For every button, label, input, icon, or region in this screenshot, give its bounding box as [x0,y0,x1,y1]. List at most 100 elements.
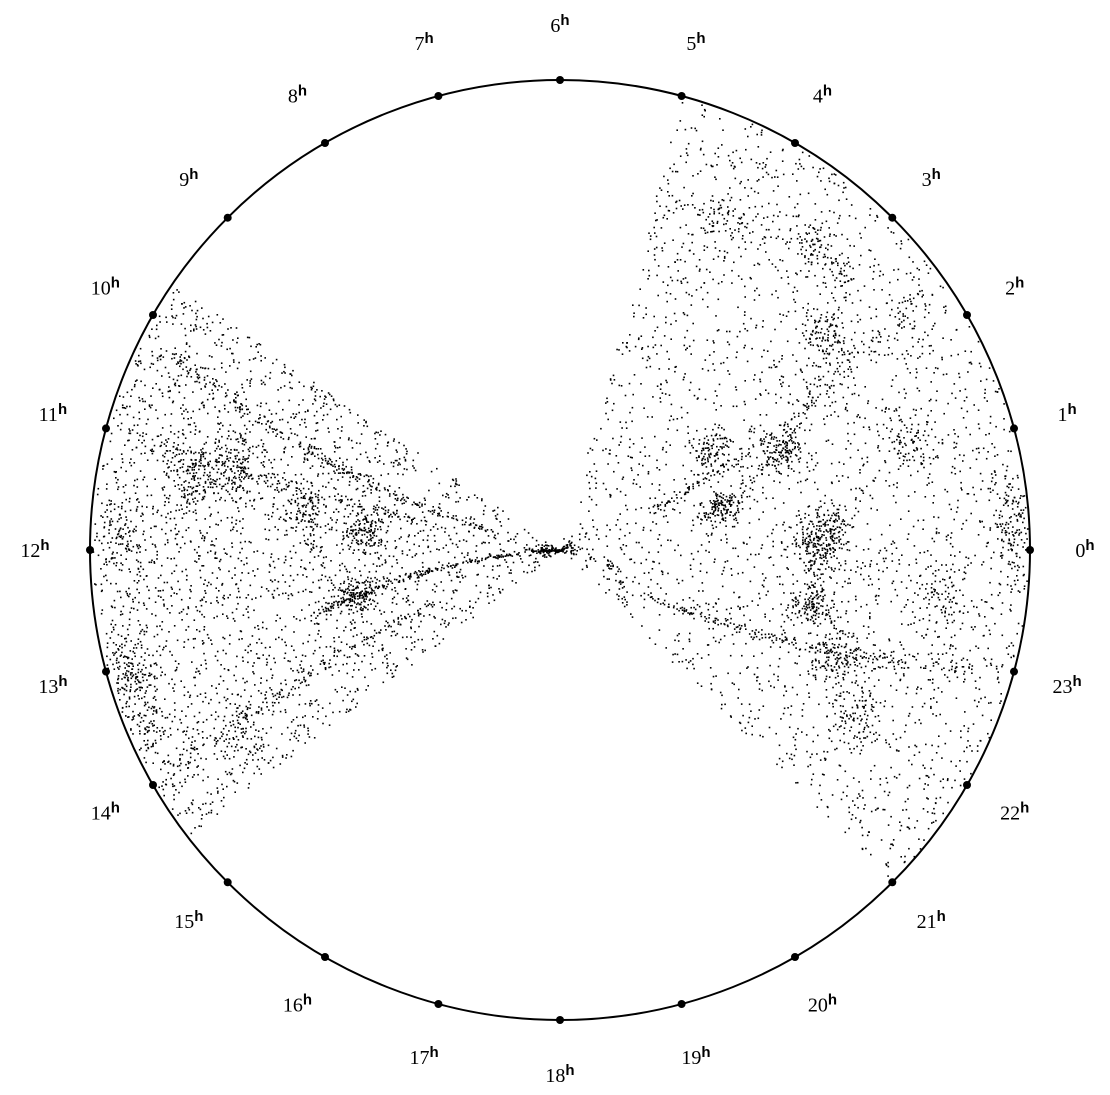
galaxy-point [312,568,314,571]
galaxy-point [827,815,830,818]
galaxy-point [367,521,370,523]
galaxy-point [935,752,938,754]
galaxy-point [194,827,196,829]
galaxy-point [682,599,684,601]
galaxy-point [96,535,98,538]
galaxy-point [316,718,319,720]
galaxy-point [777,185,779,187]
galaxy-point [726,341,729,343]
galaxy-point [148,675,150,677]
galaxy-point [262,461,265,463]
galaxy-point [682,312,685,314]
galaxy-point [811,753,813,756]
galaxy-point [857,449,859,451]
galaxy-point [820,226,822,229]
galaxy-point [911,423,913,426]
galaxy-point [228,742,230,744]
galaxy-point [762,511,764,513]
galaxy-point [596,439,598,441]
galaxy-point [837,616,839,619]
galaxy-point [222,733,224,735]
galaxy-point [260,402,262,404]
galaxy-point [989,633,991,636]
galaxy-point [862,492,865,494]
galaxy-point [885,549,888,552]
galaxy-point [198,431,201,433]
galaxy-point [456,589,458,592]
galaxy-point [148,654,150,656]
galaxy-point [777,215,779,218]
galaxy-point [336,418,338,421]
galaxy-point [359,592,361,594]
galaxy-point [309,561,311,564]
galaxy-point [208,811,210,814]
galaxy-point [978,688,981,691]
galaxy-point [825,530,828,532]
galaxy-point [137,365,139,367]
galaxy-point [685,224,687,226]
galaxy-point [872,278,874,280]
galaxy-point [819,759,822,761]
galaxy-point [648,571,650,574]
galaxy-point [244,717,247,720]
galaxy-point [203,652,205,655]
galaxy-point [801,371,803,373]
galaxy-point [950,536,952,539]
galaxy-point [220,345,223,347]
galaxy-point [310,438,313,440]
galaxy-point [953,447,955,449]
galaxy-point [924,783,926,785]
galaxy-point [687,425,689,428]
galaxy-point [303,534,305,537]
galaxy-point [794,373,797,376]
galaxy-point [234,455,236,457]
galaxy-point [1016,564,1019,567]
galaxy-point [914,491,916,493]
galaxy-point [101,542,103,545]
galaxy-point [163,646,165,649]
galaxy-point [1009,483,1011,485]
galaxy-point [788,196,791,198]
galaxy-point [900,644,903,646]
galaxy-point [213,368,216,370]
galaxy-point [870,359,872,362]
galaxy-point [804,224,806,226]
galaxy-point [988,629,991,632]
galaxy-point [343,405,346,407]
galaxy-point [952,563,954,566]
galaxy-point [702,298,704,301]
galaxy-point [465,517,467,519]
galaxy-point [284,372,286,374]
galaxy-point [890,684,892,687]
galaxy-point [711,195,714,197]
galaxy-point [210,793,212,795]
galaxy-point [973,404,975,406]
galaxy-point [231,693,234,695]
galaxy-point [980,380,982,382]
galaxy-point [133,424,136,427]
galaxy-point [901,623,903,625]
galaxy-point [962,522,964,525]
galaxy-point [369,583,371,586]
galaxy-point [137,620,140,622]
galaxy-point [758,683,761,685]
galaxy-point [871,583,873,586]
galaxy-point [227,465,229,468]
galaxy-point [187,418,189,420]
galaxy-point [403,502,405,504]
galaxy-point [854,331,856,334]
galaxy-point [885,741,888,744]
galaxy-point [246,428,248,430]
galaxy-point [812,166,814,169]
galaxy-point [602,569,605,572]
galaxy-point [923,702,926,705]
galaxy-point [396,509,398,512]
galaxy-point [908,574,910,577]
galaxy-point [884,653,886,655]
galaxy-point [931,537,934,540]
galaxy-point [190,744,193,746]
galaxy-point [130,729,132,731]
galaxy-point [276,614,279,616]
galaxy-point [772,190,775,192]
galaxy-point [676,502,679,504]
